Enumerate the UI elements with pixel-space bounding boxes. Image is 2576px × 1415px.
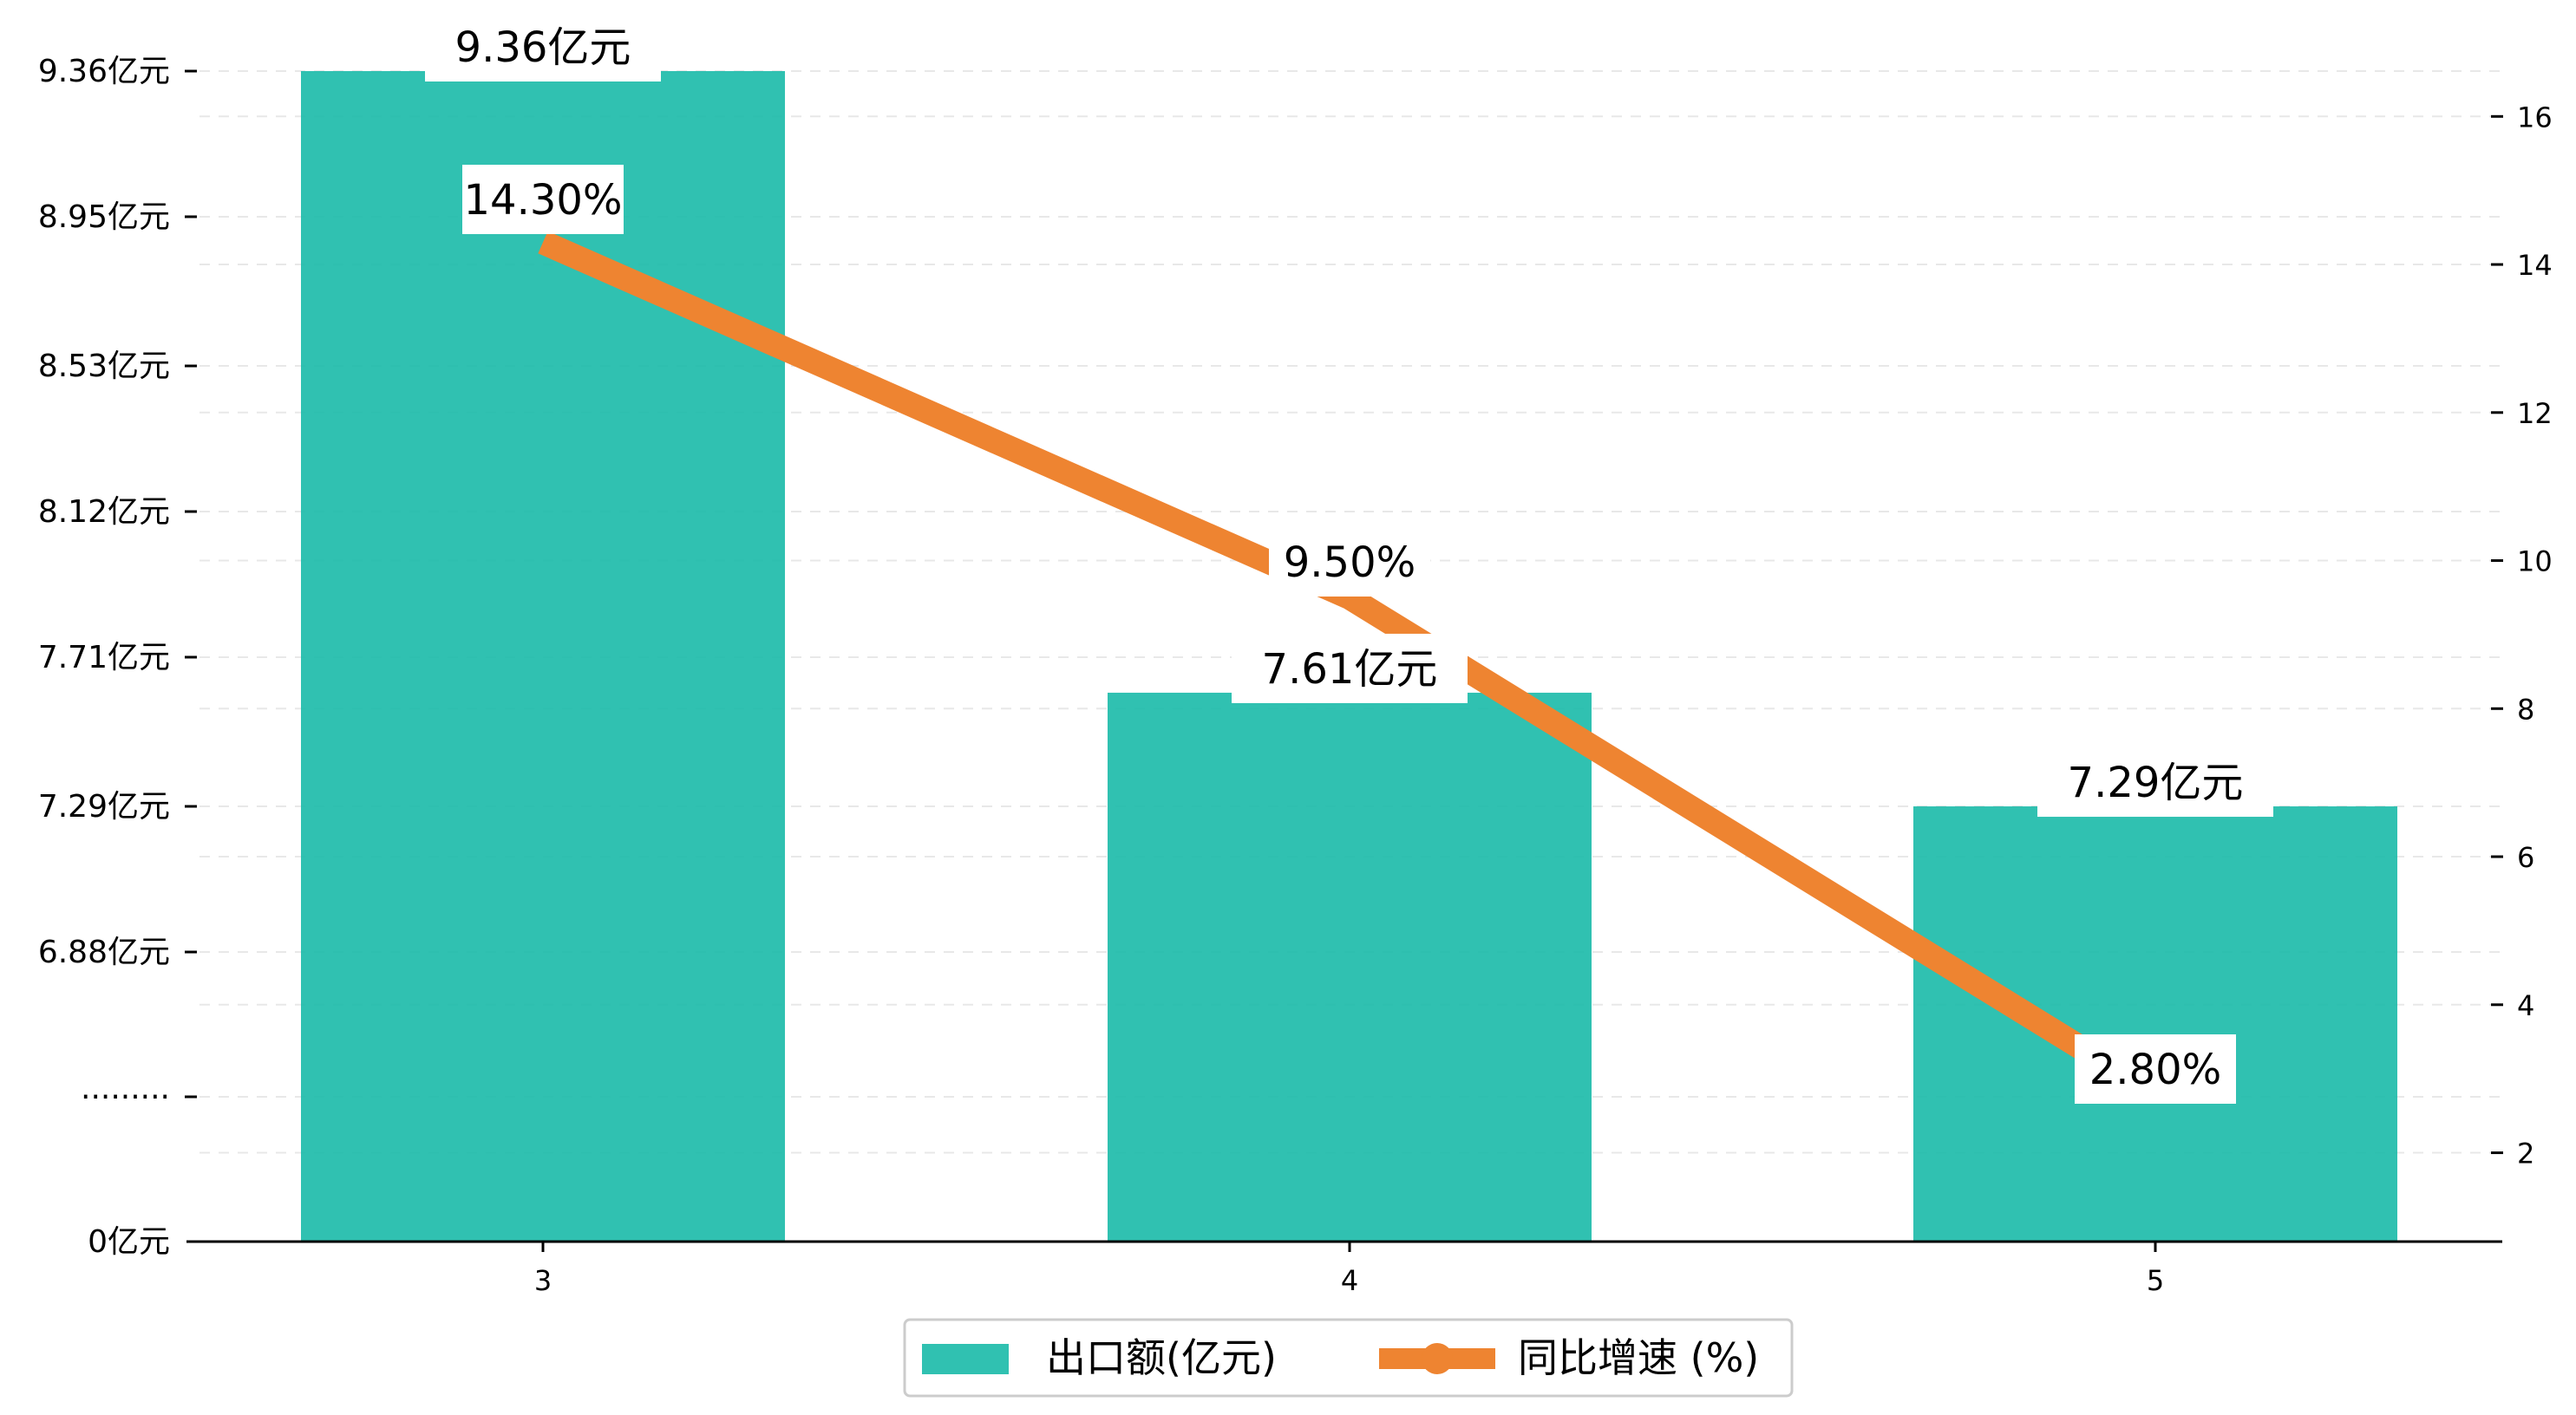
line-value-label-box	[462, 165, 624, 234]
right-tick-label: 6	[2517, 841, 2534, 874]
x-tick-label: 3	[534, 1264, 552, 1297]
left-tick-label: 0亿元	[88, 1224, 170, 1260]
line-value-label-box	[1269, 527, 1430, 597]
x-tick-label: 5	[2147, 1264, 2164, 1297]
bar	[1913, 806, 2397, 1242]
left-tick-label: 8.12亿元	[38, 494, 170, 530]
bar-value-label-box	[2037, 747, 2273, 818]
line-value-label: 14.30%	[463, 176, 622, 225]
data-labels: 9.36亿元 7.61亿元 7.29亿元 14.30% 9.50% 2.80%	[425, 12, 2273, 1104]
right-tick-label: 8	[2517, 693, 2534, 726]
left-tick-label: ·········	[81, 1079, 170, 1115]
bar-value-label: 9.36亿元	[455, 23, 631, 72]
legend-line-marker	[1422, 1343, 1453, 1374]
bar-value-label-box	[425, 12, 661, 82]
line-series	[538, 231, 2162, 1105]
bar-value-label-box	[1232, 633, 1468, 703]
x-tick-label: 4	[1341, 1264, 1358, 1297]
legend-bar-label: 出口额(亿元)	[1046, 1334, 1277, 1381]
left-tick-label: 6.88亿元	[38, 935, 170, 970]
line-value-label: 2.80%	[2089, 1046, 2221, 1094]
right-tick-label: 16	[2517, 101, 2553, 134]
bar	[301, 71, 785, 1242]
axes: 0亿元 ········· 6.88亿元 7.29亿元 7.71亿元 8.12亿元 8.53…	[38, 54, 2553, 1297]
right-tick-label: 4	[2517, 989, 2534, 1022]
left-tick-label: 7.29亿元	[38, 789, 170, 825]
legend-line-label: 同比增速 (%)	[1518, 1334, 1759, 1381]
line-value-label: 9.50%	[1284, 538, 1415, 587]
right-tick-label: 10	[2517, 545, 2553, 578]
bar-value-label: 7.61亿元	[1262, 645, 1438, 694]
bar-value-label: 7.29亿元	[2068, 759, 2244, 807]
left-tick-label: 8.95亿元	[38, 199, 170, 235]
right-tick-label: 2	[2517, 1138, 2534, 1170]
growth-line	[538, 231, 2162, 1105]
legend-box	[903, 1318, 1794, 1398]
legend-bar-swatch	[922, 1344, 1009, 1374]
left-tick-label: 9.36亿元	[38, 54, 170, 89]
right-tick-label: 14	[2517, 249, 2553, 282]
bar	[1108, 692, 1592, 1242]
left-tick-label: 8.53亿元	[38, 349, 170, 384]
bar-series	[301, 71, 2397, 1242]
right-tick-label: 12	[2517, 397, 2553, 430]
line-value-label-box	[2075, 1034, 2236, 1104]
left-tick-label: 7.71亿元	[38, 640, 170, 675]
legend: 出口额(亿元) 同比增速 (%)	[903, 1318, 1794, 1398]
